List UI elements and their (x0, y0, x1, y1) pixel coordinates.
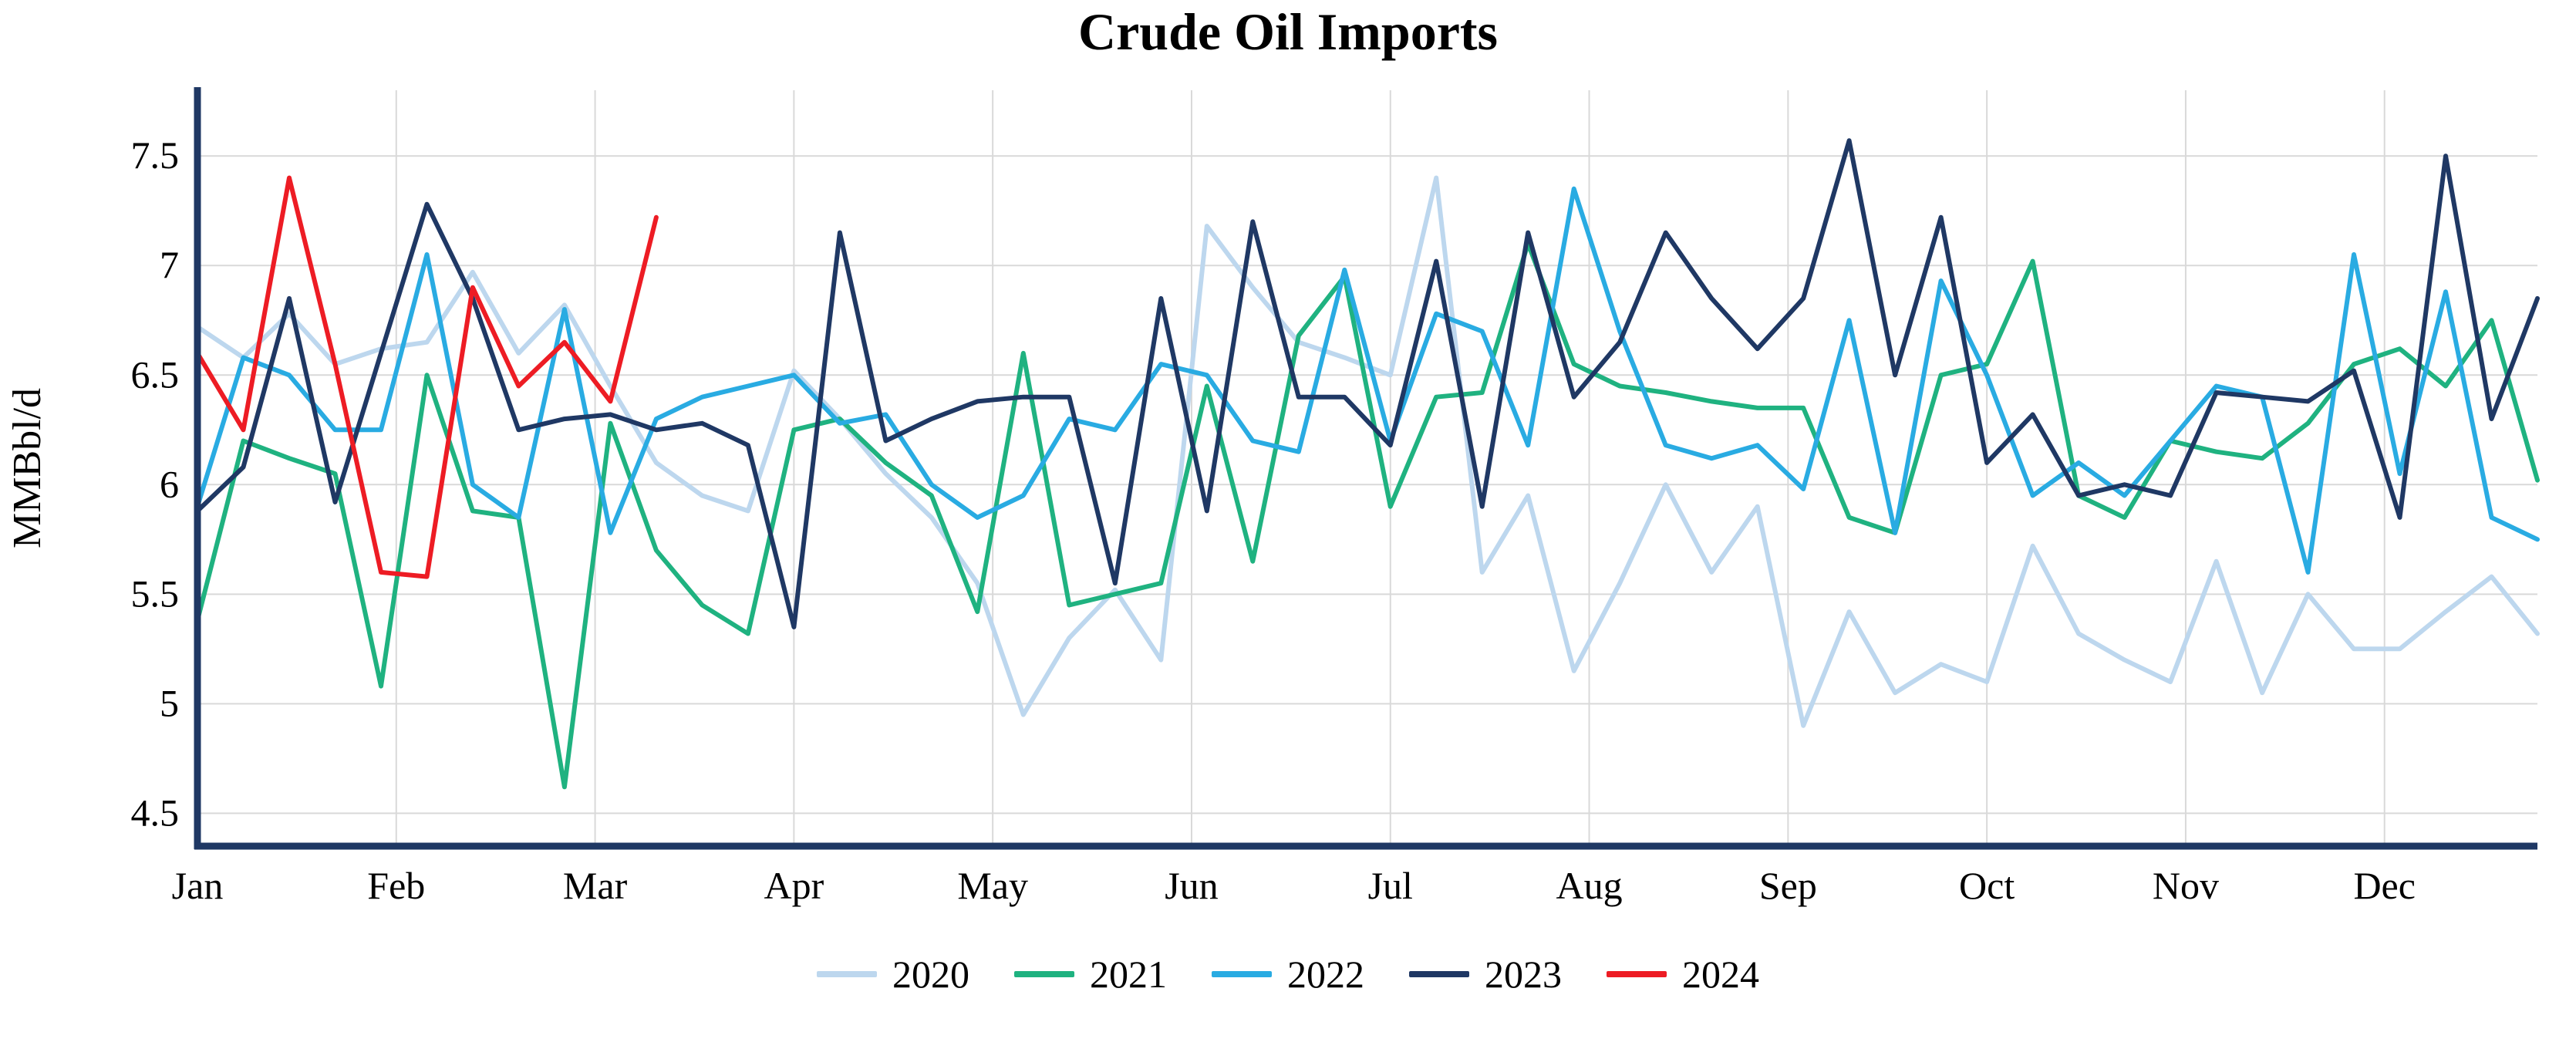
x-tick-label-nov: Nov (2153, 864, 2219, 907)
y-axis-label: MMBbl/d (5, 388, 49, 548)
series-line-2021 (195, 241, 2540, 790)
chart-legend: 2020 2021 2022 2023 2024 (0, 955, 2576, 993)
x-tick-label-oct: Oct (1959, 864, 2015, 907)
legend-item-2023: 2023 (1409, 955, 1562, 993)
x-tick-label-may: May (957, 864, 1028, 907)
x-tick-label-mar: Mar (563, 864, 628, 907)
y-tick-label: 4.5 (131, 791, 180, 834)
series-line-2022 (195, 186, 2540, 575)
legend-item-2024: 2024 (1607, 955, 1759, 993)
x-tick-label-jul: Jul (1368, 864, 1413, 907)
legend-swatch-2024 (1607, 971, 1667, 977)
x-tick-label-jun: Jun (1165, 864, 1218, 907)
y-tick-label: 6 (160, 462, 179, 505)
legend-item-2020: 2020 (817, 955, 969, 993)
legend-swatch-2023 (1409, 971, 1469, 977)
x-tick-label-apr: Apr (764, 864, 824, 907)
x-tick-label-aug: Aug (1556, 864, 1622, 907)
x-tick-label-dec: Dec (2353, 864, 2416, 907)
chart-title: Crude Oil Imports (1078, 2, 1498, 61)
y-tick-label: 6.5 (131, 352, 180, 396)
y-tick-label: 5 (160, 681, 179, 724)
legend-label-2022: 2022 (1287, 953, 1364, 996)
series-line-2020 (195, 175, 2540, 728)
legend-swatch-2021 (1014, 971, 1074, 977)
y-tick-label: 7.5 (131, 133, 180, 177)
x-tick-label-sep: Sep (1759, 864, 1817, 907)
legend-item-2021: 2021 (1014, 955, 1167, 993)
legend-item-2022: 2022 (1212, 955, 1364, 993)
legend-label-2024: 2024 (1682, 953, 1759, 996)
legend-swatch-2022 (1212, 971, 1272, 977)
x-tick-label-jan: Jan (172, 864, 224, 907)
y-tick-label: 7 (160, 243, 179, 286)
legend-label-2023: 2023 (1485, 953, 1562, 996)
x-tick-label-feb: Feb (367, 864, 425, 907)
legend-label-2021: 2021 (1090, 953, 1167, 996)
y-tick-label: 5.5 (131, 572, 180, 615)
legend-label-2020: 2020 (892, 953, 969, 996)
series-line-2024 (195, 175, 659, 579)
legend-swatch-2020 (817, 971, 877, 977)
plot-area: 4.5 5 5.5 6 6.5 7 7.5 Jan Feb Mar Apr May Jun Jul Aug S… (5, 87, 2540, 907)
series-line-2023 (195, 138, 2540, 629)
